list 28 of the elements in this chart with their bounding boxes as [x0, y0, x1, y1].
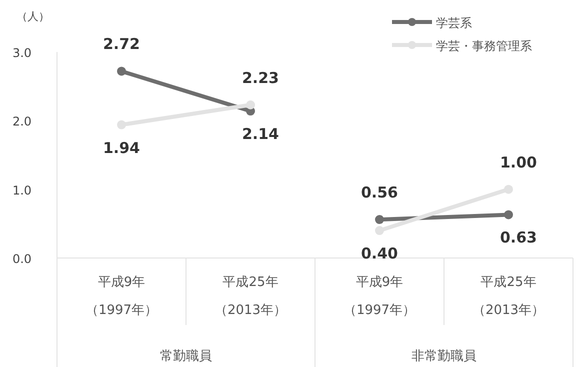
- y-tick-label: 3.0: [12, 46, 32, 60]
- data-label: 0.56: [360, 184, 398, 202]
- y-tick-label: 2.0: [12, 114, 32, 129]
- x-tick-label: 平成25年（2013年）: [214, 275, 287, 318]
- data-label: 2.72: [102, 35, 140, 54]
- x-tick-label: 平成9年（1997年）: [85, 275, 158, 318]
- x-tick-label: 平成9年（1997年）: [343, 275, 416, 318]
- y-tick-label: 1.0: [12, 183, 32, 198]
- point: [246, 100, 255, 110]
- point: [375, 215, 384, 224]
- text: 非常勤職員: [412, 349, 476, 364]
- data-label: 1.00: [500, 153, 538, 172]
- y-axis-title: （人）: [16, 10, 50, 23]
- data-label: 2.23: [242, 68, 280, 87]
- data-label: 0.63: [500, 228, 538, 247]
- point: [504, 210, 513, 220]
- legend-label: 学芸系: [436, 16, 472, 30]
- text: 常勤職員: [160, 349, 212, 364]
- data-label: 2.14: [242, 125, 280, 144]
- point: [117, 120, 126, 130]
- x-tick-label: 平成25年（2013年）: [472, 275, 545, 318]
- y-tick-label: 0.0: [12, 252, 32, 266]
- data-label: 0.40: [360, 244, 398, 263]
- legend-label: 学芸・事務管理系: [436, 39, 532, 53]
- point: [504, 184, 513, 194]
- data-label: 1.94: [102, 138, 140, 157]
- point: [117, 66, 126, 76]
- point: [375, 226, 384, 236]
